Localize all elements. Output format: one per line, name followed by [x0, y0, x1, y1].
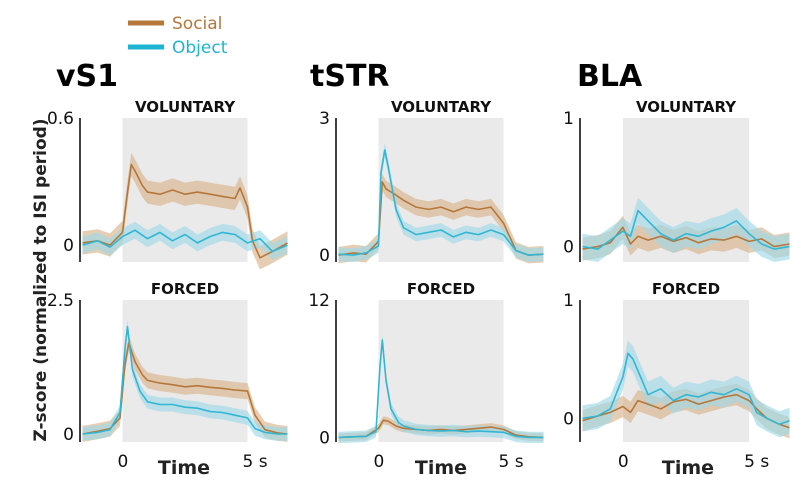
legend-social-label: Social: [172, 14, 222, 34]
y-tick-label-bla-voluntary: 1: [563, 109, 574, 129]
condition-label-bla-voluntary: VOLUNTARY: [636, 98, 737, 116]
x-tick-label-bla-forced: 0: [618, 452, 629, 472]
condition-label-tstr-forced: FORCED: [407, 280, 475, 298]
y-tick-label-tstr-voluntary: 3: [319, 109, 330, 129]
y-tick-label-bla-forced: 0: [563, 409, 574, 429]
region-title-vs1: vS1: [56, 59, 118, 94]
panels: 00.6VOLUNTARY03VOLUNTARY01VOLUNTARY02.50…: [47, 98, 790, 472]
stimulus-window-bla-forced: [622, 300, 750, 442]
x-axis-label-vs1: Time: [158, 457, 210, 479]
condition-label-bla-forced: FORCED: [652, 280, 720, 298]
condition-label-vs1-forced: FORCED: [151, 280, 219, 298]
region-title-tstr: tSTR: [310, 59, 390, 94]
y-tick-label-vs1-forced: 2.5: [47, 291, 74, 311]
error-band-object-bla-forced: [582, 340, 790, 438]
series-line-social-bla-voluntary: [582, 226, 790, 250]
series-line-object-tstr-forced: [338, 339, 544, 439]
x-axis-label-tstr: Time: [415, 457, 467, 479]
legend: Social Object: [128, 14, 228, 58]
panel-tstr-voluntary: 0 3 VOLUNTARY: [319, 98, 544, 266]
y-tick-label-vs1-forced: 0: [63, 425, 74, 445]
series-line-object-bla-voluntary: [582, 209, 790, 250]
y-tick-label-tstr-voluntary: 0: [319, 246, 330, 266]
x-tick-label-bla-forced: 5 s: [744, 452, 769, 472]
y-tick-label-vs1-voluntary: 0: [63, 236, 74, 256]
y-tick-label-vs1-voluntary: 0.6: [47, 109, 74, 129]
error-band-social-vs1-voluntary: [82, 152, 288, 270]
y-tick-label-bla-voluntary: 0: [563, 238, 574, 258]
series-line-object-vs1-voluntary: [82, 229, 288, 253]
series-line-object-tstr-voluntary: [338, 149, 544, 256]
series-line-social-vs1-voluntary: [82, 163, 288, 259]
y-tick-label-tstr-forced: 0: [319, 428, 330, 448]
y-tick-label-tstr-forced: 12: [308, 291, 330, 311]
x-axis-label-bla: Time: [662, 457, 714, 479]
legend-object-label: Object: [172, 38, 228, 58]
error-band-object-vs1-forced: [82, 319, 288, 441]
series-line-object-bla-forced: [582, 352, 790, 426]
panel-bla-forced: 0 1 0 5 s FORCED: [563, 280, 790, 472]
panel-bla-voluntary: 0 1 VOLUNTARY: [563, 98, 790, 262]
y-axis-label: Z-score (normalized to ISI period): [31, 118, 51, 441]
y-tick-label-bla-forced: 1: [563, 291, 574, 311]
error-band-object-tstr-forced: [338, 334, 544, 444]
error-band-social-tstr-voluntary: [338, 173, 544, 264]
error-band-object-bla-voluntary: [582, 197, 790, 262]
panel-vs1-forced: 0 2.5 0 5 s FORCED: [47, 280, 288, 472]
x-tick-label-vs1-forced: 5 s: [243, 452, 268, 472]
condition-label-vs1-voluntary: VOLUNTARY: [135, 98, 236, 116]
condition-label-tstr-voluntary: VOLUNTARY: [391, 98, 492, 116]
panel-vs1-voluntary: 0 0.6 VOLUNTARY: [47, 98, 288, 270]
panel-tstr-forced: 0 12 0 5 s FORCED: [308, 280, 544, 472]
series-line-object-vs1-forced: [82, 325, 288, 435]
series-line-social-bla-forced: [582, 393, 790, 429]
x-tick-label-vs1-forced: 0: [118, 452, 129, 472]
region-title-bla: BLA: [577, 59, 643, 94]
x-tick-label-tstr-forced: 5 s: [499, 452, 524, 472]
x-tick-label-tstr-forced: 0: [374, 452, 385, 472]
error-band-social-vs1-forced: [82, 334, 288, 442]
